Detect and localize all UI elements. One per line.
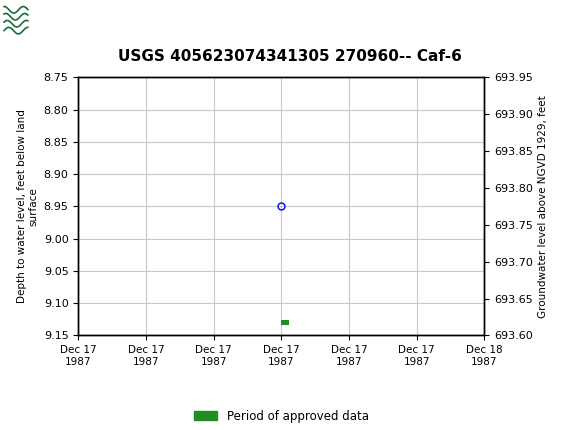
Legend: Period of approved data: Period of approved data <box>189 405 374 427</box>
Y-axis label: Depth to water level, feet below land
surface: Depth to water level, feet below land su… <box>17 110 38 303</box>
Bar <box>3 3 55 37</box>
Text: USGS 405623074341305 270960-- Caf-6: USGS 405623074341305 270960-- Caf-6 <box>118 49 462 64</box>
Bar <box>281 320 289 325</box>
Text: USGS: USGS <box>58 11 118 30</box>
Y-axis label: Groundwater level above NGVD 1929, feet: Groundwater level above NGVD 1929, feet <box>538 95 549 318</box>
